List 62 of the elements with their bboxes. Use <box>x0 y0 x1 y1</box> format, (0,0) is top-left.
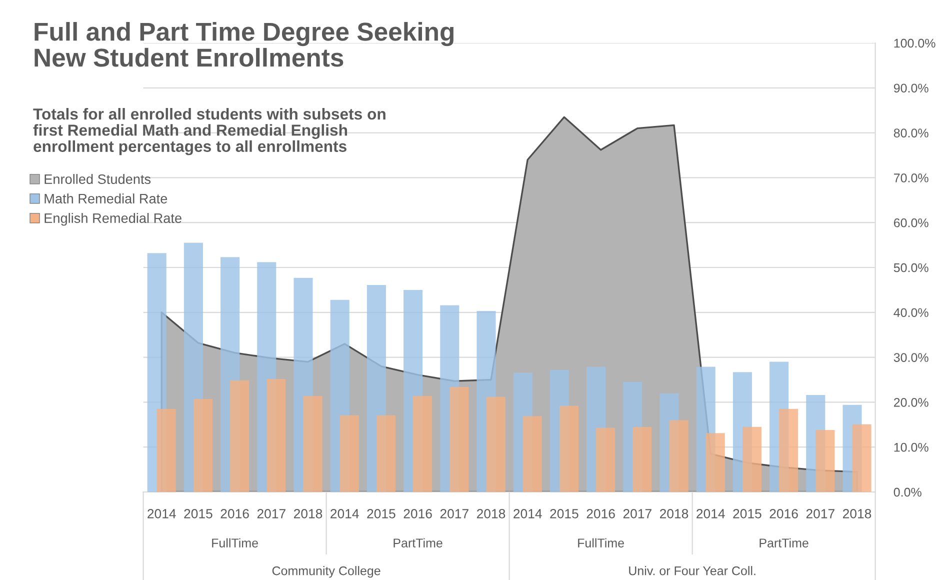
x-tick-label: 2018 <box>294 509 322 518</box>
x-tick-label: 2015 <box>367 509 396 518</box>
text: Totals for all enrolled students with subsets on first Remedial Math and Remedial English enrollment percentages to all enrollments <box>33 108 386 156</box>
y-tick-label: 80.0% <box>894 128 928 138</box>
text: Community College <box>272 566 380 578</box>
x-tick-label: 2014 <box>330 509 359 518</box>
x-tick-label: 2015 <box>550 509 578 518</box>
bar <box>779 408 798 492</box>
bar <box>559 406 578 492</box>
x-tick-label: 2014 <box>148 509 176 518</box>
bar <box>596 428 616 492</box>
bar <box>413 396 432 492</box>
bar <box>303 396 322 492</box>
bar <box>742 426 762 492</box>
x-tick-label: 2018 <box>842 509 872 518</box>
x-tick-label: 2018 <box>476 509 506 518</box>
bar <box>376 415 396 492</box>
text: PartTime <box>394 538 442 548</box>
x-tick-label: 2014 <box>696 509 725 518</box>
bar <box>230 380 250 492</box>
x-tick-label: 2014 <box>514 509 542 518</box>
x-tick-label: 2017 <box>440 509 468 518</box>
x-tick-label: 2016 <box>220 509 249 518</box>
bar <box>669 420 688 492</box>
x-tick-label: 2017 <box>257 509 286 518</box>
y-tick-label: 70.0% <box>894 174 928 182</box>
y-tick-label: 100.0% <box>894 38 936 48</box>
bar <box>816 430 835 492</box>
y-tick-label: 20.0% <box>894 398 928 407</box>
x-tick-label: 2015 <box>184 509 212 518</box>
x-tick-label: 2015 <box>733 509 762 518</box>
bar <box>450 386 469 492</box>
text: PartTime <box>760 538 808 548</box>
legend-label: Math Remedial Rate <box>44 193 168 204</box>
bar <box>632 426 652 492</box>
legend-label: English Remedial Rate <box>44 212 182 226</box>
bar <box>852 424 872 492</box>
x-tick-label: 2016 <box>586 509 615 518</box>
x-tick-label: 2018 <box>660 509 688 518</box>
bar <box>156 408 176 492</box>
bar <box>706 433 725 492</box>
text: FullTime <box>578 538 624 548</box>
bar <box>486 396 506 492</box>
y-tick-label: 30.0% <box>894 353 928 362</box>
y-tick-label: 10.0% <box>894 442 928 452</box>
x-tick-label: 2016 <box>770 509 798 518</box>
bar <box>193 399 212 492</box>
legend-label: Enrolled Students <box>44 174 151 184</box>
y-tick-label: 40.0% <box>894 308 928 318</box>
x-tick-label: 2017 <box>806 509 834 518</box>
y-tick-label: 60.0% <box>894 218 928 228</box>
chart-title: Full and Part Time Degree Seeking New Student Enrollments <box>34 22 454 67</box>
text: FullTime <box>212 538 258 548</box>
y-tick-label: 50.0% <box>894 263 928 272</box>
bar <box>266 378 286 492</box>
text: Univ. or Four Year Coll. <box>629 566 756 576</box>
x-tick-label: 2017 <box>623 509 652 518</box>
y-tick-label: 0.0% <box>894 488 922 497</box>
bar <box>522 416 542 492</box>
x-tick-label: 2016 <box>404 509 432 518</box>
y-tick-label: 90.0% <box>894 84 928 93</box>
bar <box>340 415 359 492</box>
